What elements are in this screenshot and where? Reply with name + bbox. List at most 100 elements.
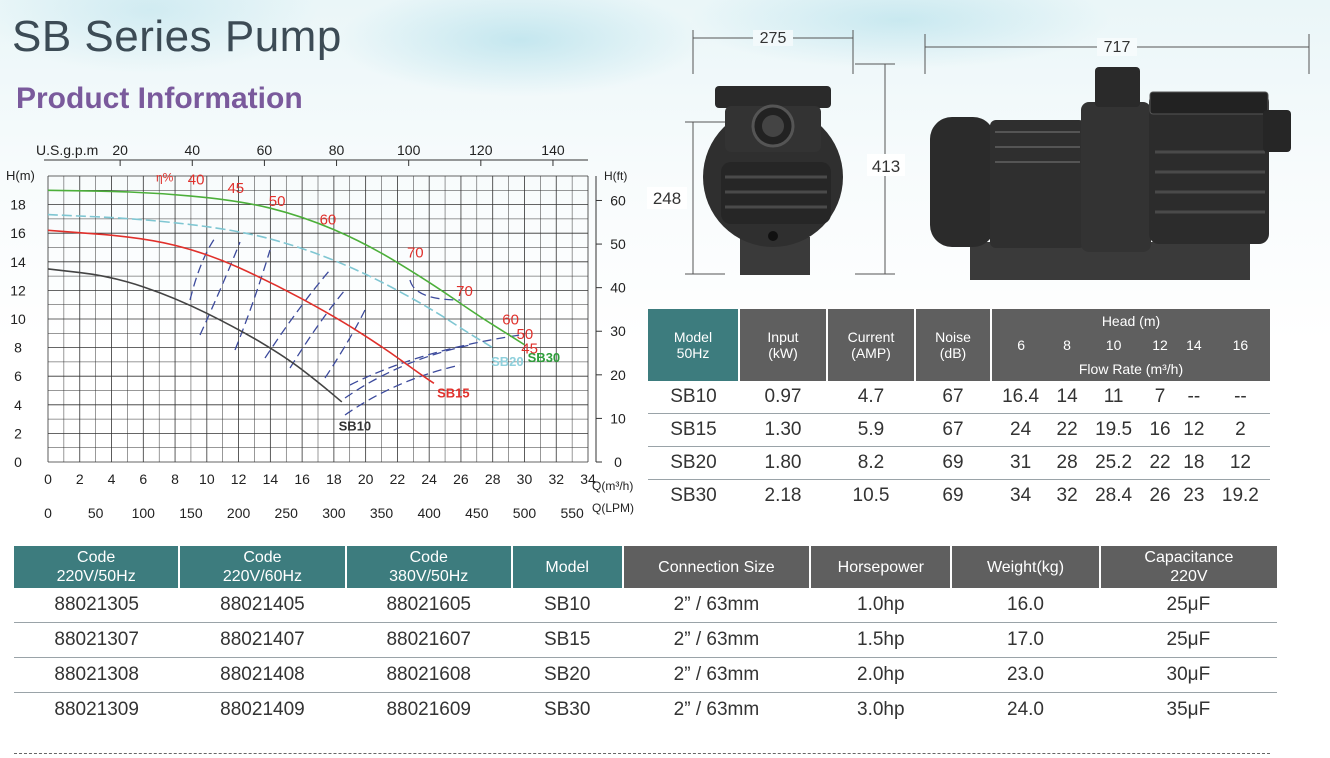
top-tick-label: 60 [257, 142, 273, 158]
spec-cell: 8.2 [857, 452, 885, 473]
x-tick-label: 4 [108, 471, 116, 487]
spec-cell: 69 [942, 452, 964, 473]
head-value: 6 [989, 333, 1051, 357]
code-table-header: Weight(kg) [950, 546, 1100, 588]
code-table-cell: 2” / 63mm [673, 629, 760, 650]
efficiency-contour [189, 237, 216, 301]
efficiency-contour [349, 334, 521, 386]
efficiency-label: 50 [517, 326, 534, 343]
code-table-cell: 16.0 [1007, 594, 1044, 615]
code-table-cell: 25μF [1166, 629, 1211, 650]
x-tick-label: 22 [390, 471, 406, 487]
x2-tick-label: 300 [322, 505, 346, 521]
x-tick-label: 26 [453, 471, 469, 487]
top-tick-label: 100 [397, 142, 421, 158]
y2-tick-label: 30 [610, 323, 626, 339]
spec-cell: 26 [1149, 485, 1171, 506]
code-table-cell: 17.0 [1007, 629, 1044, 650]
code-table-cell: 88021405 [220, 594, 305, 615]
efficiency-label: 60 [320, 212, 337, 229]
spec-cell: 5.9 [857, 419, 885, 440]
y2-tick-label: 50 [610, 236, 626, 252]
x2-tick-label: 50 [88, 505, 104, 521]
y2-tick-label: 40 [610, 280, 626, 296]
code-table-cell: 1.5hp [857, 629, 905, 650]
top-tick-label: 40 [184, 142, 200, 158]
efficiency-label: 70 [407, 245, 424, 262]
spec-header-input: Input (kW) [738, 309, 827, 381]
spec-cell: 0.97 [764, 386, 802, 407]
spec-cell: SB15 [670, 419, 717, 440]
efficiency-label: 60 [502, 312, 519, 329]
spec-row: SB15 1.30 5.9 67 24 22 19.5 16 12 2 [648, 414, 1270, 447]
spec-cell: 23 [1183, 485, 1205, 506]
pump-dimension-drawings: 275 413 248 717 [647, 30, 1310, 280]
efficiency-contour [344, 364, 461, 416]
code-table-cell: 24.0 [1007, 699, 1044, 720]
y-tick-label: 12 [10, 282, 26, 298]
efficiency-label: 40 [188, 172, 205, 189]
y-tick-label: 8 [14, 340, 22, 356]
dim-front-width: 275 [760, 30, 787, 47]
code-table-cell: SB10 [543, 594, 591, 615]
x2-tick-label: 500 [513, 505, 537, 521]
y-tick-label: 10 [10, 311, 26, 327]
x-tick-label: 2 [76, 471, 84, 487]
curve-label: SB15 [437, 386, 470, 401]
header-line: (dB) [939, 345, 967, 361]
spec-cell: 31 [1010, 452, 1032, 473]
head-value: 16 [1210, 333, 1270, 357]
spec-cell: 16.4 [1002, 386, 1040, 407]
header-line: Input [767, 329, 799, 345]
code-table-cell: 88021607 [386, 629, 471, 650]
spec-cell: 22 [1149, 452, 1171, 473]
code-table-header: Code 380V/50Hz [344, 546, 512, 588]
x-tick-label: 34 [580, 471, 596, 487]
efficiency-contour [234, 249, 271, 351]
code-table-row: 88021307 88021407 88021607 SB15 2” / 63mm 1.5… [14, 623, 1277, 658]
spec-cell: 7 [1154, 386, 1166, 407]
spec-cell: 67 [942, 386, 964, 407]
efficiency-contour [344, 344, 471, 399]
x-tick-label: 30 [517, 471, 533, 487]
x2-tick-label: 550 [560, 505, 584, 521]
dim-front-height: 413 [872, 157, 900, 176]
header-line: 220V/60Hz [222, 568, 303, 585]
spec-cell: 10.5 [852, 485, 890, 506]
efficiency-contour [409, 279, 461, 301]
efficiency-contour [289, 289, 346, 369]
code-table-cell: 2” / 63mm [673, 594, 760, 615]
spec-cell: 12 [1183, 419, 1205, 440]
x-tick-label: 18 [326, 471, 342, 487]
code-table-cell: 30μF [1166, 664, 1211, 685]
header-line: Weight(kg) [986, 558, 1065, 576]
efficiency-contours [189, 237, 521, 416]
spec-header-flow-rate: Flow Rate (m³/h) [990, 356, 1270, 381]
x2-tick-label: 0 [44, 505, 52, 521]
y-tick-label: 0 [14, 454, 22, 470]
curve-label: SB10 [339, 419, 372, 434]
code-table-cell: SB20 [543, 664, 591, 685]
header-line: Code [77, 549, 116, 566]
spec-table: Model 50Hz Input (kW) Current (AMP) Nois… [648, 309, 1270, 512]
efficiency-label: 50 [269, 193, 286, 210]
code-table-cell: 88021307 [54, 629, 139, 650]
spec-cell: 12 [1229, 452, 1251, 473]
code-table-cell: 88021308 [54, 664, 139, 685]
spec-cell: 34 [1010, 485, 1032, 506]
y2-tick-label: 60 [610, 192, 626, 208]
top-tick-label: 80 [329, 142, 345, 158]
code-table-header: Code 220V/60Hz [178, 546, 346, 588]
spec-row: SB20 1.80 8.2 69 31 28 25.2 22 18 12 [648, 447, 1270, 480]
spec-cell: 1.30 [764, 419, 802, 440]
spec-header-current: Current (AMP) [826, 309, 915, 381]
series-line-sb10 [47, 268, 343, 403]
x-tick-label: 32 [548, 471, 564, 487]
y2-tick-label: 0 [614, 454, 622, 470]
spec-cell: 2.18 [764, 485, 802, 506]
code-table-cell: 88021407 [220, 629, 305, 650]
x-tick-label: 24 [421, 471, 437, 487]
y-tick-label: 2 [14, 425, 22, 441]
header-line: (kW) [768, 345, 798, 361]
